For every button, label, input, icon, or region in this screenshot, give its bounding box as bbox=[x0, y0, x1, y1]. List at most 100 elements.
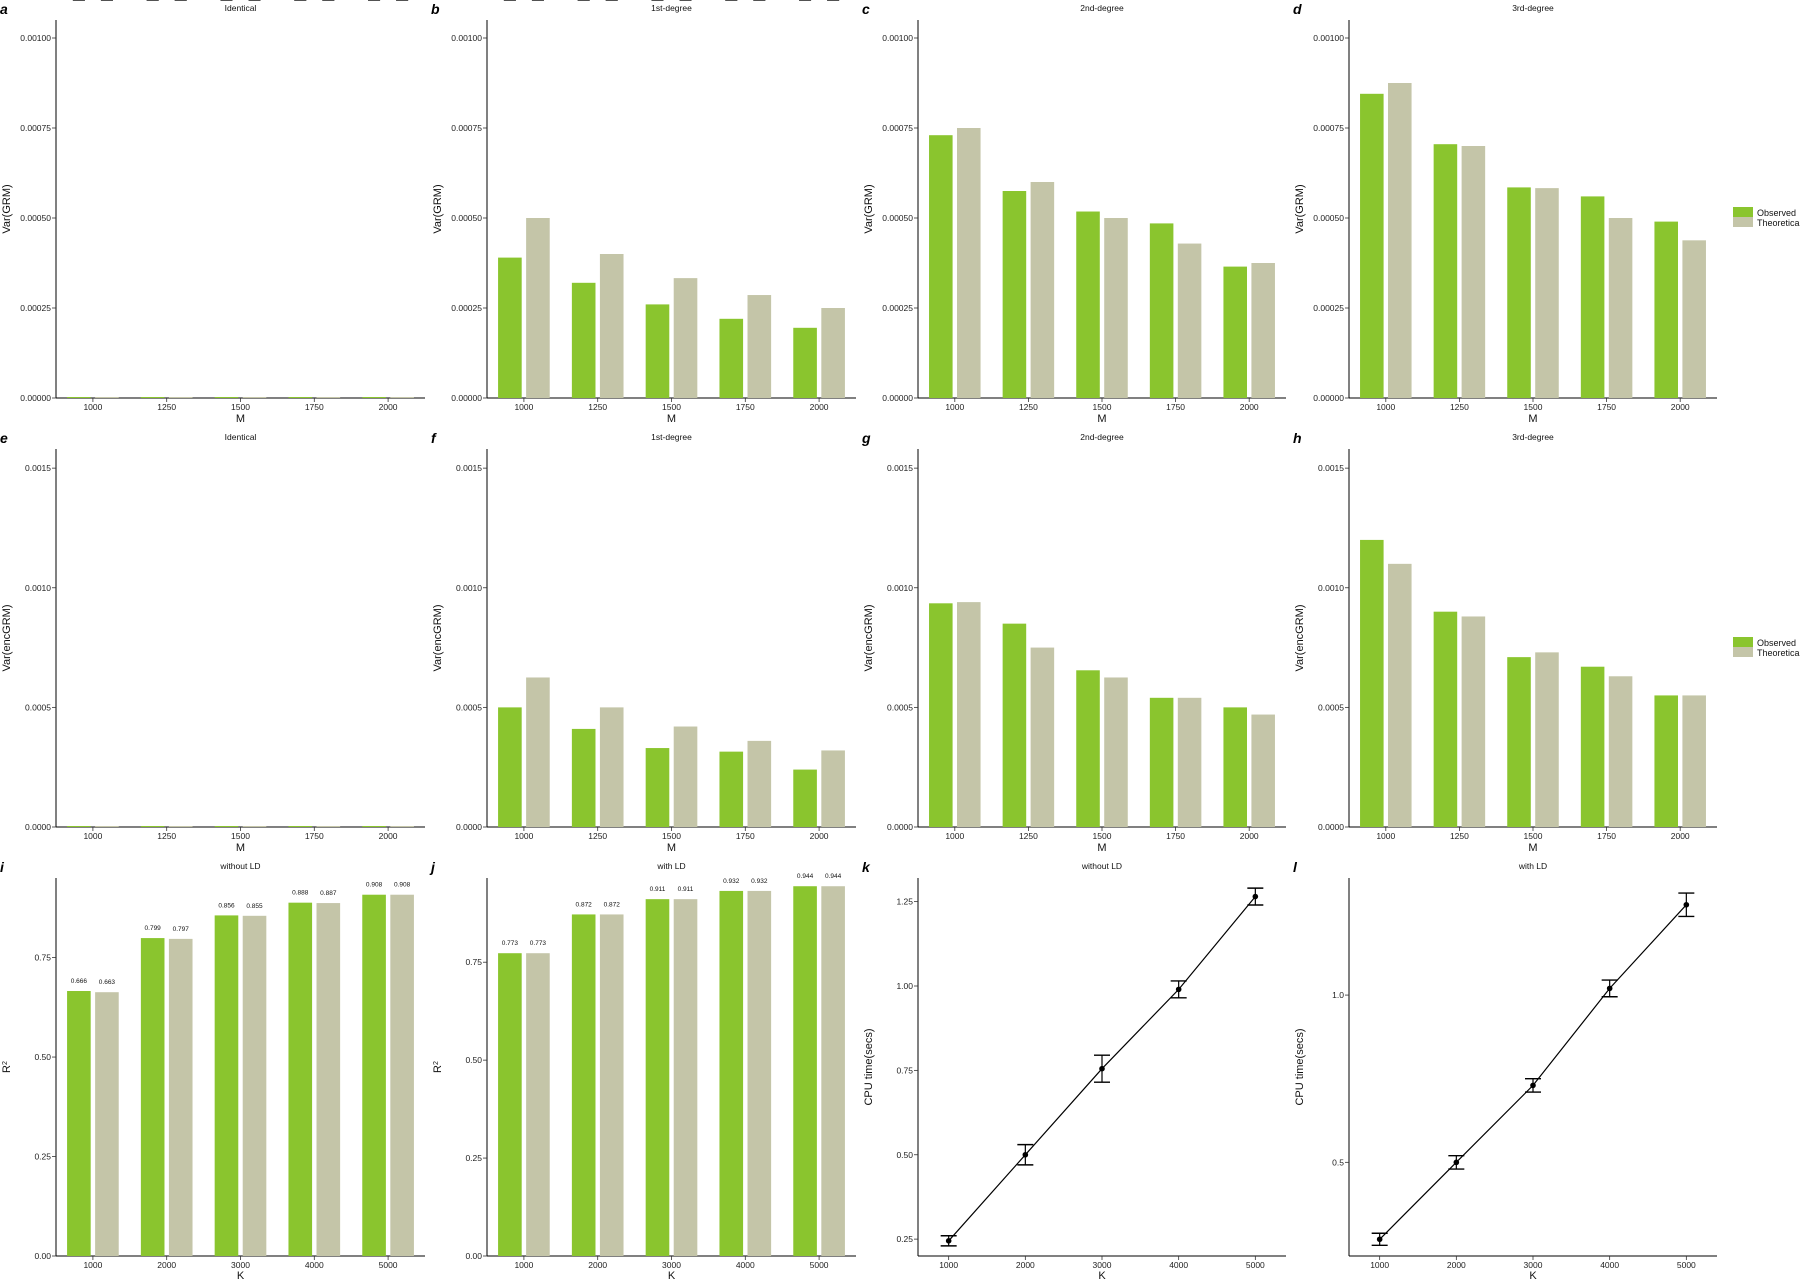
panel-g: g 2nd-degree 0.0000 0.0005 0.0010 0.0015 Var(e… bbox=[861, 430, 1286, 854]
x-axis-label: M bbox=[1528, 413, 1537, 425]
bar-theoretical-5000 bbox=[821, 886, 845, 1256]
x-tick-label: 1750 bbox=[1597, 831, 1616, 841]
x-tick-label: 2000 bbox=[157, 1260, 176, 1270]
x-tick-label: 2000 bbox=[1447, 1260, 1466, 1270]
bar-theoretical-2000 bbox=[1251, 263, 1275, 398]
bar-theoretical-1000 bbox=[95, 397, 119, 398]
bar-theoretical-1750 bbox=[747, 740, 772, 827]
panel-title: 3rd-degree bbox=[1512, 432, 1554, 442]
panel-title: with LD bbox=[656, 861, 685, 871]
x-tick-label: 1500 bbox=[662, 402, 681, 412]
bar-observed-2000 bbox=[793, 327, 817, 398]
y-axis-label: CPU time(secs) bbox=[1294, 1028, 1306, 1105]
data-label: 0.855 bbox=[246, 903, 263, 910]
y-tick-label: 0.0015 bbox=[1318, 463, 1344, 473]
data-point bbox=[1252, 893, 1259, 900]
bar-theoretical-2000 bbox=[821, 750, 845, 827]
data-label: 0.944 bbox=[797, 873, 814, 880]
y-axis-label: Var(GRM) bbox=[1294, 184, 1306, 233]
y-axis-label-superscript: 2 bbox=[2, 1061, 9, 1065]
y-axis-label-text: R bbox=[432, 1065, 444, 1073]
y-tick-label: 0.00025 bbox=[882, 303, 913, 313]
bar-observed-1000 bbox=[498, 257, 522, 398]
x-tick-label: 1250 bbox=[1450, 831, 1469, 841]
y-axis-label: R2 bbox=[432, 1061, 444, 1073]
y-tick-label: 0.0010 bbox=[25, 583, 51, 593]
bar-theoretical-2000 bbox=[1682, 240, 1706, 398]
panel-title: 1st-degree bbox=[651, 3, 692, 13]
y-axis-label: Var(encGRM) bbox=[432, 604, 444, 671]
bar-theoretical-1000 bbox=[526, 218, 550, 398]
y-tick-label: 0.0015 bbox=[887, 463, 913, 473]
bar-theoretical-1250 bbox=[599, 707, 624, 827]
x-tick-label: 3000 bbox=[1524, 1260, 1543, 1270]
bar-theoretical-2000 bbox=[821, 308, 845, 398]
x-tick-label: 3000 bbox=[662, 1260, 681, 1270]
bar-theoretical-1250 bbox=[168, 397, 193, 398]
y-axis-label-superscript: 2 bbox=[433, 1061, 440, 1065]
data-label: 0.856 bbox=[218, 902, 235, 909]
panel-title: 2nd-degree bbox=[1080, 432, 1124, 442]
legend-label-observed: Observed bbox=[1757, 208, 1796, 218]
y-axis-label: Var(encGRM) bbox=[863, 604, 875, 671]
y-tick-label: 0.00000 bbox=[882, 393, 913, 403]
series-line bbox=[1379, 904, 1687, 1240]
data-label: 0.932 bbox=[751, 878, 768, 885]
bar-observed-2000 bbox=[1223, 266, 1247, 398]
x-tick-label: 2000 bbox=[810, 402, 829, 412]
y-axis-label-text: Var(encGRM) bbox=[1294, 604, 1306, 671]
bar-theoretical-1250 bbox=[1030, 182, 1055, 398]
bar-observed-1000 bbox=[1360, 93, 1384, 399]
y-tick-label: 0.00100 bbox=[882, 33, 913, 43]
y-tick-label: 1.00 bbox=[896, 981, 913, 991]
bar-observed-5000 bbox=[362, 894, 386, 1256]
y-tick-label: 0.0015 bbox=[25, 463, 51, 473]
y-tick-label: 0.00075 bbox=[1313, 123, 1344, 133]
y-tick-label: 0.00050 bbox=[1313, 213, 1344, 223]
x-tick-label: 3000 bbox=[1093, 1260, 1112, 1270]
bar-observed-1000 bbox=[498, 953, 522, 1256]
bar-observed-2000 bbox=[362, 397, 386, 398]
bar-observed-1500 bbox=[1076, 211, 1100, 398]
data-point bbox=[1683, 901, 1690, 908]
bar-theoretical-1750 bbox=[1608, 676, 1633, 827]
y-tick-label: 0.25 bbox=[896, 1234, 913, 1244]
y-axis-label-text: Var(encGRM) bbox=[863, 604, 875, 671]
bar-theoretical-1500 bbox=[673, 278, 698, 398]
x-axis-label: M bbox=[667, 842, 676, 854]
bar-theoretical-2000 bbox=[390, 397, 414, 398]
legend-label-theoretical: Theoretical bbox=[1757, 218, 1800, 228]
panel-b: b 1st-degree 0.00000 0.00025 0.00050 0.00075 0… bbox=[431, 1, 856, 425]
y-tick-label: 0.0010 bbox=[887, 583, 913, 593]
data-label: 0.908 bbox=[366, 882, 383, 889]
bar-observed-1750 bbox=[288, 826, 313, 827]
panel-letter: c bbox=[862, 1, 870, 17]
legend-top: Observed Theoretical bbox=[1733, 207, 1800, 228]
y-axis-label-text: Var(encGRM) bbox=[1, 604, 13, 671]
x-tick-label: 4000 bbox=[305, 1260, 324, 1270]
y-tick-label: 0.0005 bbox=[25, 702, 51, 712]
bar-theoretical-4000 bbox=[316, 903, 341, 1256]
bar-observed-1000 bbox=[498, 707, 522, 827]
bar-observed-1500 bbox=[645, 748, 670, 827]
x-axis-label: M bbox=[1097, 842, 1106, 854]
bar-theoretical-1250 bbox=[599, 254, 624, 398]
bar-observed-3000 bbox=[645, 899, 670, 1256]
x-axis-label: M bbox=[236, 413, 245, 425]
x-tick-label: 4000 bbox=[1600, 1260, 1619, 1270]
y-tick-label: 0.50 bbox=[34, 1052, 51, 1062]
panel-letter: e bbox=[0, 430, 8, 446]
bar-theoretical-2000 bbox=[168, 938, 193, 1256]
x-tick-label: 2000 bbox=[1671, 402, 1690, 412]
y-tick-label: 1.0 bbox=[1332, 990, 1344, 1000]
bar-theoretical-1250 bbox=[1461, 616, 1486, 827]
panel-j: j with LD 0.00 0.25 0.50 0.75 R2 K 1000 0.773 0.77… bbox=[429, 0, 856, 1280]
y-tick-label: 0.00 bbox=[34, 1251, 51, 1261]
y-axis-label: Var(GRM) bbox=[1, 184, 13, 233]
bar-observed-1750 bbox=[1580, 666, 1605, 827]
x-tick-label: 2000 bbox=[1671, 831, 1690, 841]
bar-observed-1250 bbox=[1002, 623, 1027, 827]
bar-observed-1000 bbox=[929, 603, 953, 827]
x-axis-label: M bbox=[1097, 413, 1106, 425]
x-axis-label: K bbox=[1098, 1270, 1106, 1280]
